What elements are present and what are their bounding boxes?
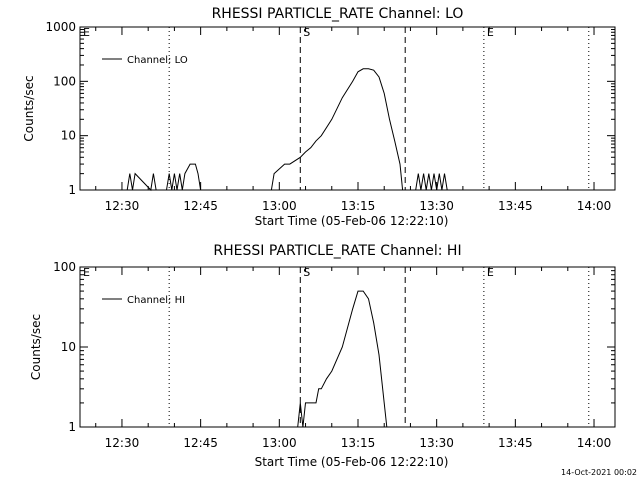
x-tick-label: 13:45 [498,199,533,213]
x-tick-label: 12:30 [105,436,140,450]
x-tick-label: 13:30 [419,199,454,213]
chart-title: RHESSI PARTICLE_RATE Channel: LO [212,6,464,22]
y-tick-label: 100 [53,74,76,88]
legend-entry: Channel: HI [127,295,185,306]
x-tick-label: 12:45 [183,436,218,450]
x-tick-label: 13:45 [498,436,533,450]
y-tick-label: 1000 [45,20,76,34]
y-axis-label: Counts/sec [22,75,36,141]
x-tick-label: 13:15 [341,199,376,213]
x-tick-label: 13:00 [262,199,297,213]
panel-hi-channel: RHESSI PARTICLE_RATE Channel: HI Start Ti… [29,243,616,469]
chart-title: RHESSI PARTICLE_RATE Channel: HI [213,243,461,259]
event-marker-label: S [303,26,310,39]
y-axis-label: Counts/sec [29,314,43,380]
x-tick-label: 14:00 [577,436,612,450]
event-marker-label: E [487,26,494,39]
x-tick-label: 14:00 [577,199,612,213]
plot-frame [79,26,616,191]
x-axis-label: Start Time (05-Feb-06 12:22:10) [255,455,449,469]
panel-lo-channel: RHESSI PARTICLE_RATE Channel: LO Start Ti… [22,6,616,228]
x-tick-label: 12:30 [105,199,140,213]
series-line [126,68,448,192]
x-tick-label: 12:45 [183,199,218,213]
event-marker-label: S [303,266,310,279]
x-tick-label: 13:30 [419,436,454,450]
footer-timestamp: 14-Oct-2021 00:02 [561,468,637,477]
y-tick-label: 10 [61,129,76,143]
x-tick-label: 13:00 [262,436,297,450]
event-marker-label: E [487,266,494,279]
event-marker-label: E [83,266,90,279]
x-axis-label: Start Time (05-Feb-06 12:22:10) [255,214,449,228]
y-tick-label: 1 [68,183,76,197]
y-tick-label: 1 [68,420,76,434]
series-line [297,290,388,428]
y-tick-label: 10 [61,340,76,354]
x-tick-label: 13:15 [341,436,376,450]
y-tick-label: 100 [53,260,76,274]
event-marker-label: E [83,26,90,39]
legend-entry: Channel: LO [127,55,188,66]
